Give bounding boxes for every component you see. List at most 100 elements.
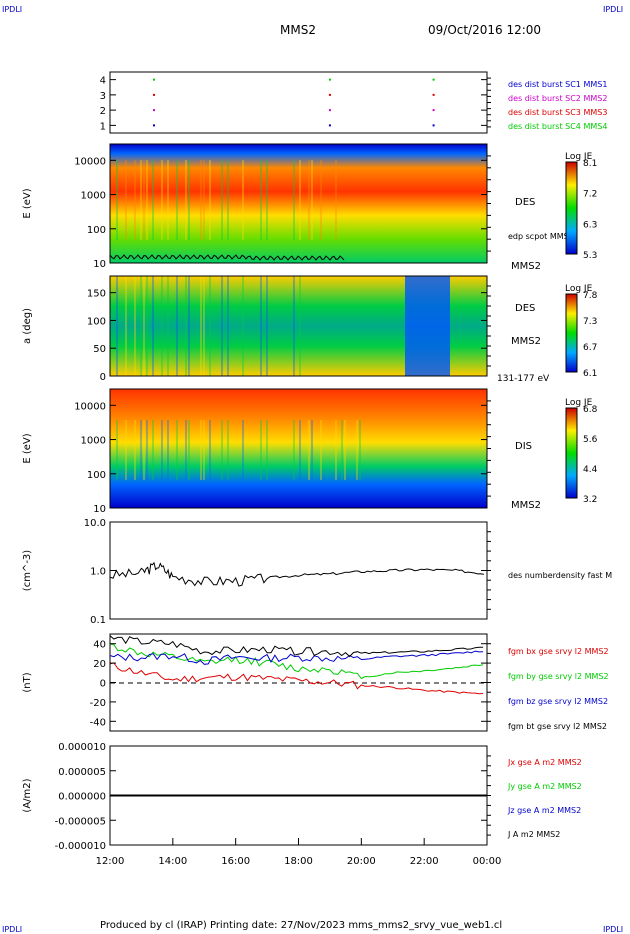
panel-bfield-frame: [109, 633, 488, 732]
spectrogram-stripe: [356, 420, 358, 480]
y-tick-label: 0: [100, 679, 106, 690]
spectrogram-stripe: [125, 420, 127, 480]
dis-energy-spectrogram: [110, 389, 487, 508]
density-line: [109, 561, 485, 587]
y-tick-label: 10000: [74, 156, 106, 167]
panel-sublabel: MMS2: [511, 336, 541, 347]
spectrogram-stripe: [200, 160, 202, 240]
des-energy-spectrogram: [110, 144, 487, 263]
spectrogram-stripe: [320, 420, 322, 480]
legend-entry: fgm bt gse srvy l2 MMS2: [508, 722, 607, 731]
y-tick-label: 2: [100, 106, 106, 117]
corner-mark-bl: IPDLI: [2, 925, 22, 934]
spectrogram-stripe: [167, 160, 169, 240]
spectrogram-stripe: [260, 160, 262, 240]
spectrogram-stripe: [140, 276, 142, 376]
colorbar: [565, 407, 578, 499]
burst-marker: [328, 109, 331, 112]
panel-dis-energy: 10 100 1000 10000 E (eV): [22, 388, 491, 515]
colorbar: [565, 293, 578, 373]
spectrogram-stripe: [311, 160, 313, 240]
y-tick-label: 10000: [74, 401, 106, 412]
legend-entry: des numberdensity fast M: [508, 571, 612, 580]
legend-entry: des dist burst SC1 MMS1: [508, 80, 607, 89]
colorbar-tick-label: 7.3: [583, 317, 597, 327]
spectrogram-stripe: [185, 160, 187, 240]
spectrogram-stripe: [344, 420, 346, 480]
panel-label: DES: [515, 303, 535, 314]
spectrogram-stripe: [146, 160, 148, 240]
figure-title: MMS2: [280, 23, 316, 37]
x-tick-label: 14:00: [158, 856, 187, 867]
panel-pitch-angle: 0 50 100 150 a (deg): [22, 275, 491, 383]
spectrogram-stripe: [116, 420, 118, 480]
y-tick-label: 4: [100, 76, 106, 87]
burst-marker: [152, 93, 155, 96]
spectrogram-stripe: [335, 420, 337, 480]
panel-label: DES: [515, 197, 535, 208]
panel-density: 0.1 1.0 10.0 (cm^-3): [22, 518, 491, 626]
spectrogram-stripe: [221, 276, 223, 376]
spectrogram-stripe: [176, 276, 178, 376]
spectrogram-stripe: [188, 420, 190, 480]
spectrogram-stripe: [221, 160, 223, 240]
spectrogram-stripe: [203, 276, 205, 376]
legend-entry: fgm by gse srvy l2 MMS2: [508, 672, 609, 681]
spectrogram-stripe: [146, 420, 148, 480]
y-tick-label: 20: [93, 659, 106, 670]
spectrogram-stripe: [185, 276, 187, 376]
spectrogram-stripe: [308, 420, 310, 480]
x-tick-label: 22:00: [410, 856, 439, 867]
y-axis-label: (nT): [22, 672, 33, 692]
spectrogram-stripe: [152, 276, 154, 376]
burst-marker: [432, 124, 435, 127]
colorbar-tick-label: 7.2: [583, 190, 597, 200]
y-tick-label: 3: [100, 91, 106, 102]
y-tick-label: -20: [90, 698, 106, 709]
pitch-angle-blue-band: [405, 276, 450, 376]
colorbar: [565, 161, 578, 255]
spectrogram-stripe: [266, 160, 268, 240]
spectrogram-stripe: [260, 276, 262, 376]
spectrogram-stripe: [359, 420, 361, 480]
spectrogram-stripe: [161, 420, 163, 480]
spectrogram-stripe: [152, 420, 154, 480]
spectrogram-stripe: [134, 276, 136, 376]
spectrogram-stripe: [188, 160, 190, 240]
corner-mark-tl: IPDLI: [2, 5, 22, 14]
panel-burst-frame: [109, 71, 488, 134]
spectrogram-stripe: [167, 420, 169, 480]
spectrogram-stripe: [161, 160, 163, 240]
colorbar-tick-label: 6.3: [583, 220, 597, 230]
spectrogram-stripe: [161, 276, 163, 376]
spectrogram-stripe: [185, 420, 187, 480]
y-tick-label: 10: [93, 504, 106, 515]
y-axis-label: E (eV): [22, 188, 33, 218]
colorbar-tick-label: 6.7: [583, 343, 597, 353]
spectrogram-stripe: [242, 160, 244, 240]
colorbar-tick-label: 5.3: [583, 251, 597, 261]
spectrogram-stripe: [242, 276, 244, 376]
spectrogram-stripe: [176, 160, 178, 240]
y-tick-label: 100: [87, 470, 106, 481]
y-tick-label: 100: [87, 316, 106, 327]
panel-burst: 1 2 3 4 des dist burst SC1 MMS1 des dist burs…: [100, 71, 607, 134]
burst-marker: [432, 93, 435, 96]
legend-entry: des dist burst SC4 MMS4: [508, 122, 607, 131]
y-tick-label: 0.000010: [58, 742, 106, 753]
burst-marker: [152, 109, 155, 112]
y-tick-label: -0.000010: [55, 841, 106, 852]
colorbar-tick-label: 8.1: [583, 159, 597, 169]
spectrogram-stripe: [143, 420, 145, 480]
spectrogram-stripe: [227, 160, 229, 240]
panel-current: -0.000010 -0.000005 0.000000 0.000005 0.0000…: [22, 742, 491, 852]
legend-entry: J A m2 MMS2: [507, 830, 560, 839]
panel-density-frame: [109, 521, 488, 620]
y-tick-label: 1000: [81, 191, 106, 202]
scpot-line: [109, 254, 345, 261]
spectrogram-stripe: [242, 420, 244, 480]
spectrogram-stripe: [293, 160, 295, 240]
y-tick-label: 1000: [81, 436, 106, 447]
spectrogram-stripe: [299, 160, 301, 240]
legend-entry: Jx gse A m2 MMS2: [507, 758, 582, 767]
